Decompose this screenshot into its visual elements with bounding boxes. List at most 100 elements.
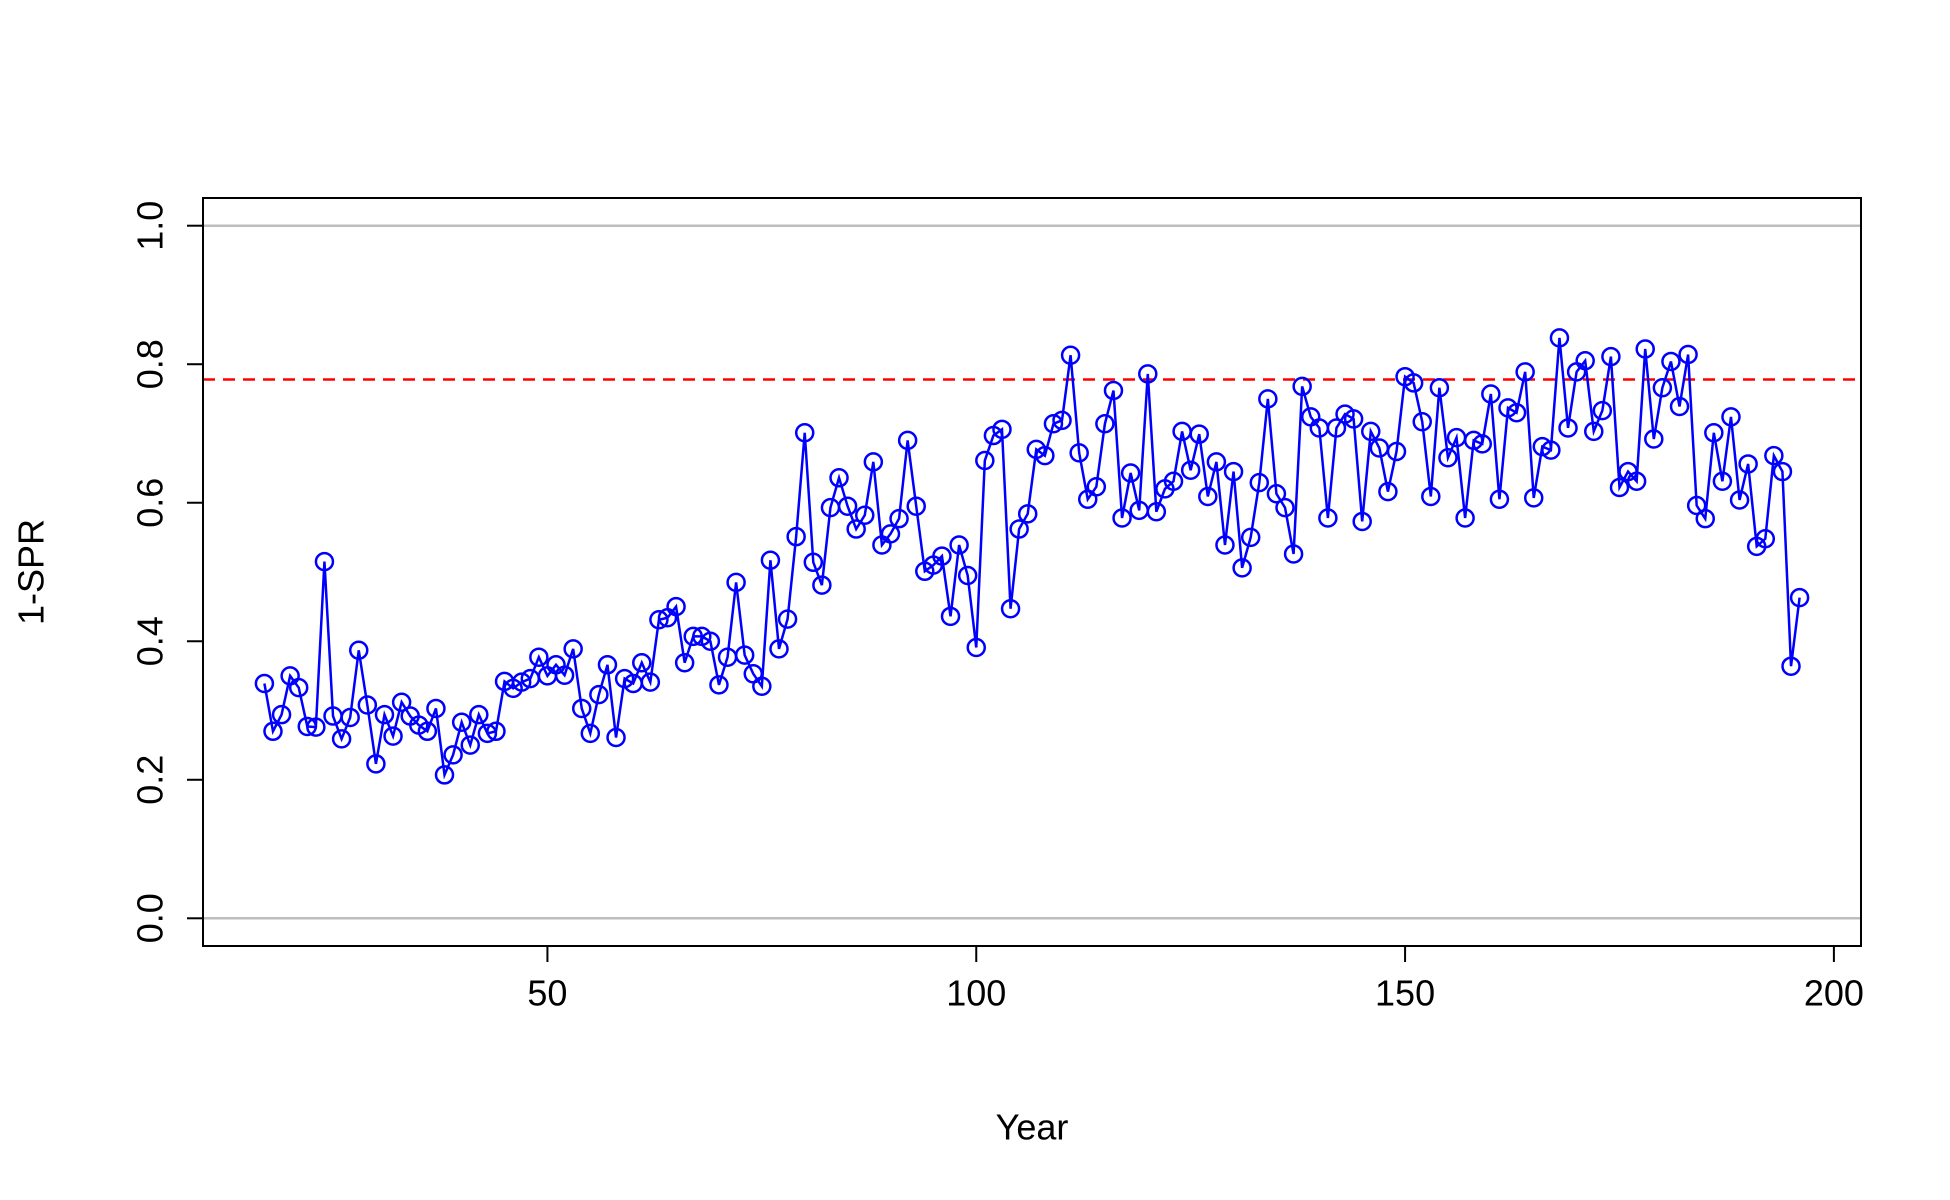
point [383, 726, 403, 746]
point [769, 639, 789, 659]
point [837, 496, 858, 516]
point [1120, 463, 1141, 483]
point [1009, 519, 1029, 539]
point [1506, 402, 1527, 423]
point [1095, 414, 1115, 434]
point [1489, 489, 1510, 510]
point [1163, 471, 1184, 492]
point [1326, 418, 1347, 438]
point [374, 704, 395, 725]
point [1626, 471, 1647, 492]
point [417, 721, 438, 742]
y-tick-label: 0.6 [130, 478, 171, 528]
y-tick-label: 0.8 [130, 339, 171, 389]
point [889, 508, 909, 529]
point [1035, 445, 1055, 466]
point [426, 698, 446, 719]
point [666, 596, 686, 617]
point [949, 535, 969, 555]
point [649, 610, 669, 630]
point [1060, 345, 1081, 365]
y-tick-label: 0.2 [130, 755, 171, 805]
point [1704, 423, 1724, 443]
point [760, 550, 781, 570]
point [1635, 339, 1655, 359]
point [632, 652, 652, 673]
point [1515, 362, 1535, 382]
point [288, 677, 309, 698]
point [340, 707, 360, 728]
point [451, 712, 472, 733]
point [1549, 328, 1570, 348]
point [597, 655, 618, 675]
y-axis-label: 1-SPR [11, 519, 52, 625]
point [932, 546, 952, 566]
point [460, 735, 480, 755]
point [1729, 490, 1750, 510]
point [1017, 504, 1038, 524]
point [1644, 429, 1664, 449]
point [331, 729, 352, 749]
point [511, 672, 532, 692]
point [794, 423, 815, 443]
point [906, 496, 926, 516]
x-axis-label: Year [996, 1107, 1069, 1148]
point [709, 675, 729, 695]
point [1249, 472, 1270, 493]
point [1352, 511, 1372, 532]
point [640, 672, 661, 692]
point [786, 526, 806, 547]
point [1678, 344, 1698, 365]
point [1609, 477, 1630, 498]
point [469, 704, 489, 725]
x-tick-label: 50 [527, 973, 567, 1014]
point [940, 606, 961, 627]
point [1138, 364, 1158, 384]
point [1695, 508, 1716, 529]
point [1438, 447, 1458, 468]
point [829, 468, 849, 488]
y-tick-label: 0.0 [130, 893, 171, 943]
point [486, 721, 506, 742]
point [1455, 508, 1475, 528]
point [1403, 373, 1424, 393]
point [1592, 400, 1613, 421]
point [391, 692, 412, 712]
point [1558, 418, 1578, 438]
point [1532, 436, 1553, 457]
point [1086, 477, 1107, 497]
point [734, 645, 755, 665]
point [1069, 443, 1089, 463]
point [554, 665, 575, 685]
point [1146, 501, 1167, 522]
point [1721, 407, 1741, 427]
point [1198, 486, 1218, 507]
point [1652, 378, 1673, 398]
point [855, 505, 875, 525]
point [571, 698, 592, 719]
point [897, 430, 918, 451]
point [1283, 544, 1304, 564]
point [1206, 452, 1227, 472]
point [1103, 380, 1124, 401]
point [589, 684, 609, 705]
point [1189, 424, 1209, 444]
x-tick-label: 150 [1375, 973, 1435, 1014]
point [1541, 440, 1561, 460]
point [803, 552, 824, 573]
y-tick-label: 1.0 [130, 201, 171, 251]
point [846, 519, 866, 539]
point [1043, 414, 1064, 434]
point [1266, 483, 1287, 504]
point [1429, 378, 1450, 398]
point [812, 575, 832, 595]
point [1292, 376, 1312, 397]
x-tick-label: 200 [1804, 973, 1864, 1014]
point [1764, 445, 1784, 466]
point [1343, 409, 1364, 429]
point [863, 452, 884, 472]
point [1669, 396, 1690, 417]
point [1463, 430, 1484, 451]
point [1712, 471, 1733, 492]
